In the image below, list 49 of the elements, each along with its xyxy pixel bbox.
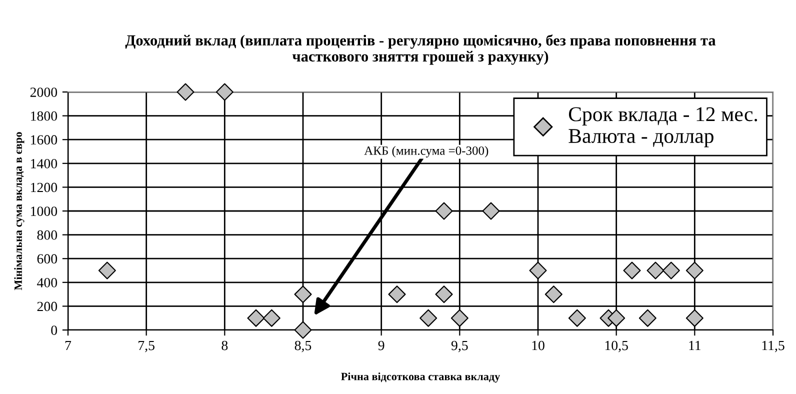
point <box>482 202 500 220</box>
point <box>98 262 116 280</box>
point <box>646 262 664 280</box>
x-tick-label: 11,5 <box>762 340 784 352</box>
point <box>686 262 704 280</box>
x-tick-label: 10,5 <box>605 340 628 352</box>
annotation: АКБ (мин.сума =0-300) <box>364 146 488 158</box>
point <box>176 83 194 101</box>
y-tick-label: 1400 <box>31 158 58 168</box>
chart-title: Доходний вклад (виплата процентів - регулярно щомісячно, без права поповнення та часткового зняття грошей з рахунку) <box>125 34 716 65</box>
point <box>529 262 547 280</box>
y-tick-label: 2000 <box>30 88 58 97</box>
legend-label: Срок вклада - 12 мес. Валюта - доллар <box>568 107 758 148</box>
point <box>662 262 680 280</box>
point <box>544 286 562 304</box>
point <box>623 262 641 280</box>
point <box>294 321 312 339</box>
y-tick-label: 800 <box>37 230 58 240</box>
x-tick-label: 7 <box>65 340 72 350</box>
point <box>420 309 438 327</box>
y-tick-label: 1000 <box>31 206 58 216</box>
y-tick-label: 0 <box>51 326 58 335</box>
x-tick-label: 9,5 <box>451 340 468 352</box>
point <box>388 286 406 304</box>
x-axis-title: Річна відсоткова ставка вкладу <box>341 372 500 383</box>
y-tick-label: 400 <box>37 278 58 288</box>
point <box>686 309 704 327</box>
y-tick-label: 1600 <box>31 135 58 145</box>
point <box>638 309 656 327</box>
point <box>294 286 312 304</box>
point <box>450 309 468 327</box>
x-tick-label: 7,5 <box>138 340 154 352</box>
point <box>608 309 626 327</box>
point <box>435 202 453 220</box>
point <box>262 309 280 327</box>
x-tick-label: 10 <box>532 340 544 350</box>
point <box>216 83 234 101</box>
y-tick-label: 1800 <box>31 111 58 121</box>
y-tick-label: 1200 <box>31 182 58 192</box>
y-tick-label: 600 <box>37 254 58 264</box>
x-tick-label: 8 <box>222 340 228 350</box>
point <box>247 309 265 327</box>
x-tick-label: 9 <box>378 340 384 350</box>
x-tick-label: 8,5 <box>294 340 312 352</box>
y-axis-title: Мінімальна сума вклада в євро <box>14 132 24 290</box>
y-tick-label: 200 <box>37 302 58 312</box>
point <box>568 309 586 327</box>
point <box>435 286 453 304</box>
x-tick-label: 11 <box>689 340 701 350</box>
